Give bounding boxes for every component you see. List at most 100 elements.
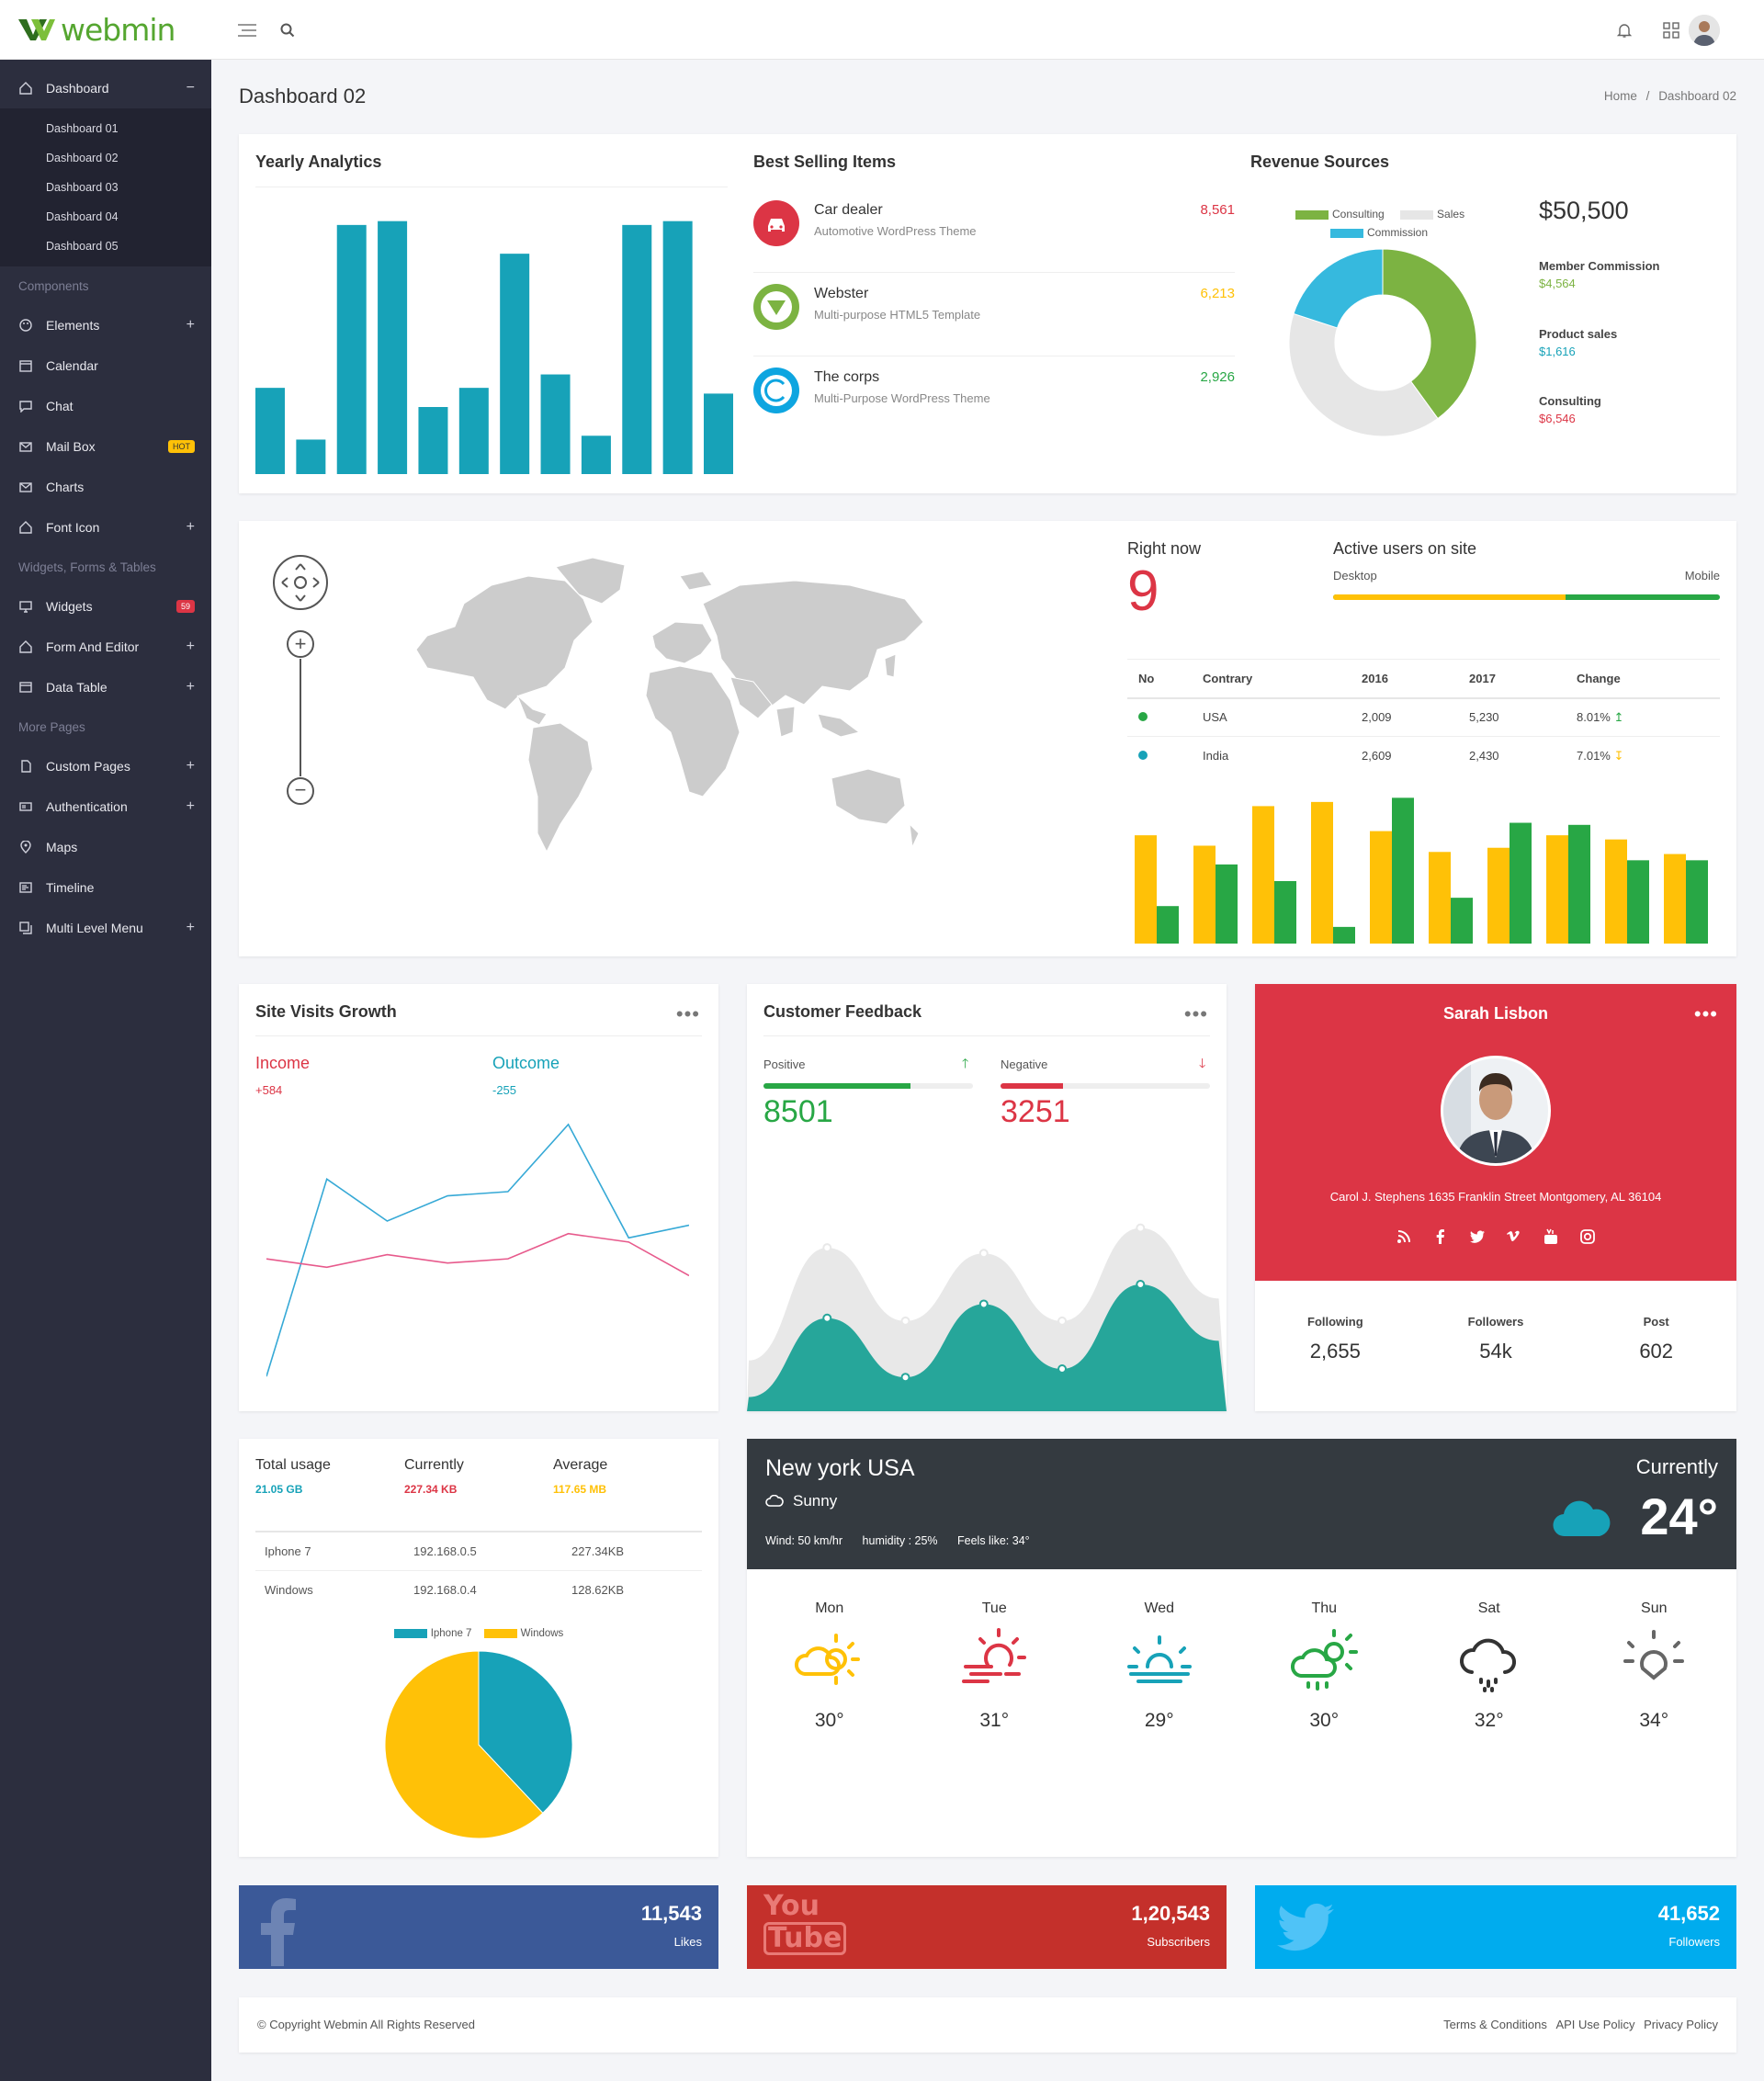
- sidebar-item-form-and-editor[interactable]: Form And Editor +: [0, 627, 211, 667]
- bell-icon[interactable]: [1614, 20, 1634, 40]
- desktop-label: Desktop: [1333, 569, 1377, 582]
- sidebar-item-widgets[interactable]: Widgets 59: [0, 586, 211, 627]
- sidebar-item-timeline[interactable]: Timeline: [0, 867, 211, 908]
- sidebar-subitem-dashboard-01[interactable]: Dashboard 01: [46, 122, 119, 135]
- search-icon[interactable]: [277, 20, 298, 40]
- table-row[interactable]: Windows 192.168.0.4 128.62KB: [255, 1570, 702, 1609]
- map-pan-control[interactable]: [273, 555, 328, 610]
- sidebar-subitem-dashboard-04[interactable]: Dashboard 04: [46, 210, 119, 223]
- bar: [704, 393, 733, 474]
- status-dot-cell: [1127, 737, 1203, 775]
- legend-windows: Windows: [520, 1628, 564, 1639]
- sidebar-item-charts[interactable]: Charts: [0, 467, 211, 507]
- instagram-icon[interactable]: [1579, 1228, 1596, 1245]
- envelope-icon: [18, 480, 33, 494]
- profile-card: Sarah Lisbon ••• Carol J. Stephens 1635 …: [1255, 984, 1736, 1411]
- arrow-up-icon: 🡑: [962, 1056, 969, 1070]
- table-header-row: No Contrary 2016 2017 Change: [1127, 659, 1720, 698]
- breadcrumb-home[interactable]: Home: [1603, 89, 1637, 103]
- sidebar-item-chat[interactable]: Chat: [0, 386, 211, 426]
- copyright-text: © Copyright Webmin All Rights Reserved: [257, 2018, 475, 2031]
- bar: [1487, 847, 1510, 944]
- sidebar-item-font-icon[interactable]: Font Icon +: [0, 507, 211, 548]
- legend-swatch-commission: [1330, 228, 1363, 238]
- bar: [1216, 864, 1238, 944]
- logo-text: webmin: [61, 11, 175, 48]
- vimeo-icon[interactable]: [1506, 1228, 1522, 1245]
- twitter-stat-card[interactable]: 41,652 Followers: [1255, 1885, 1736, 1969]
- sidebar-subitem-dashboard-03[interactable]: Dashboard 03: [46, 181, 119, 194]
- sidebar-item-maps[interactable]: Maps: [0, 827, 211, 867]
- sidebar-item-custom-pages[interactable]: Custom Pages +: [0, 746, 211, 786]
- menu-toggle-icon[interactable]: [237, 20, 257, 40]
- corps-logo-icon: [753, 368, 799, 413]
- revenue-stat: Member Commission $4,564: [1539, 259, 1659, 290]
- more-options-icon[interactable]: •••: [1693, 1002, 1718, 1025]
- sun-haze-icon: [962, 1628, 1027, 1683]
- yearly-analytics-chart: [255, 221, 733, 474]
- twitter-icon[interactable]: [1469, 1228, 1486, 1245]
- sidebar-item-dashboard[interactable]: Dashboard −: [0, 68, 211, 108]
- more-options-icon[interactable]: •••: [1183, 1002, 1208, 1025]
- footer-link-privacy[interactable]: Privacy Policy: [1644, 2018, 1718, 2031]
- logo-mark-icon: [18, 19, 55, 40]
- list-item[interactable]: The corps Multi-Purpose WordPress Theme …: [753, 356, 1235, 440]
- list-item[interactable]: Webster Multi-purpose HTML5 Template 6,2…: [753, 273, 1235, 356]
- series-line: [266, 1232, 689, 1277]
- sidebar-subitem-dashboard-05[interactable]: Dashboard 05: [46, 240, 119, 253]
- footer-link-terms[interactable]: Terms & Conditions: [1443, 2018, 1547, 2031]
- twitter-icon: [1277, 1903, 1334, 1951]
- calendar-icon: [18, 358, 33, 373]
- stat-label: Post: [1643, 1315, 1669, 1329]
- sidebar-item-elements[interactable]: Elements +: [0, 305, 211, 345]
- more-options-icon[interactable]: •••: [675, 1002, 700, 1025]
- device-cell: Windows: [265, 1582, 313, 1597]
- youtube-stat-card[interactable]: You Tube 1,20,543 Subscribers: [747, 1885, 1227, 1969]
- stat-label: Consulting: [1539, 394, 1601, 408]
- profile-stat: Followers 54k: [1416, 1315, 1577, 1363]
- sidebar-item-label: Calendar: [46, 358, 98, 373]
- zoom-in-icon[interactable]: +: [287, 630, 314, 658]
- bar: [540, 374, 571, 474]
- user-avatar[interactable]: [1689, 15, 1720, 46]
- facebook-stat-card[interactable]: 11,543 Likes: [239, 1885, 718, 1969]
- table-row[interactable]: India 2,609 2,430 7.01% ↧: [1127, 737, 1720, 775]
- usage-value: 21.05 GB: [255, 1483, 303, 1496]
- data-point: [978, 1299, 989, 1309]
- sidebar-item-multi-level-menu[interactable]: Multi Level Menu +: [0, 908, 211, 948]
- y2017-cell: 2,430: [1469, 749, 1499, 763]
- usage-value: 117.65 MB: [553, 1483, 607, 1496]
- rss-icon[interactable]: [1396, 1228, 1412, 1245]
- table-row[interactable]: Iphone 7 192.168.0.5 227.34KB: [255, 1532, 702, 1570]
- zoom-slider[interactable]: [300, 659, 301, 776]
- sidebar-item-mailbox[interactable]: Mail Box HOT: [0, 426, 211, 467]
- sidebar-item-calendar[interactable]: Calendar: [0, 345, 211, 386]
- sidebar-subitem-dashboard-02[interactable]: Dashboard 02: [46, 152, 119, 164]
- bar: [1274, 881, 1296, 944]
- site-visits-title: Site Visits Growth: [255, 1002, 397, 1021]
- twitter-followers-value: 41,652: [1657, 1902, 1720, 1925]
- change-cell: 7.01% ↧: [1577, 737, 1720, 775]
- trend-down-icon: ↧: [1613, 748, 1624, 763]
- bar: [458, 388, 489, 474]
- usage-summary: Total usage 21.05 GB Currently 227.34 KB A…: [255, 1457, 702, 1496]
- stat-value: 54k: [1479, 1340, 1512, 1363]
- active-users-card: + − Right now 9 Active users on site Des…: [239, 521, 1736, 956]
- trend-up-icon: ↥: [1613, 709, 1624, 724]
- forecast-day: Sun 34°: [1572, 1600, 1737, 1732]
- positive-bar: [763, 1083, 973, 1089]
- footer-link-api[interactable]: API Use Policy: [1555, 2018, 1635, 2031]
- weather-city: New york USA: [765, 1455, 915, 1481]
- sidebar-item-data-table[interactable]: Data Table +: [0, 667, 211, 707]
- legend-swatch-consulting: [1295, 209, 1329, 220]
- youtube-icon[interactable]: [1543, 1228, 1559, 1245]
- stat-label: Product sales: [1539, 327, 1618, 341]
- list-item[interactable]: Car dealer Automotive WordPress Theme 8,…: [753, 189, 1235, 273]
- apps-grid-icon[interactable]: [1661, 20, 1681, 40]
- zoom-out-icon[interactable]: −: [287, 777, 314, 805]
- col-header: Contrary: [1203, 671, 1253, 685]
- logo[interactable]: webmin: [18, 11, 175, 48]
- table-row[interactable]: USA 2,009 5,230 8.01% ↥: [1127, 698, 1720, 737]
- facebook-icon[interactable]: [1432, 1228, 1449, 1245]
- sidebar-item-authentication[interactable]: Authentication +: [0, 786, 211, 827]
